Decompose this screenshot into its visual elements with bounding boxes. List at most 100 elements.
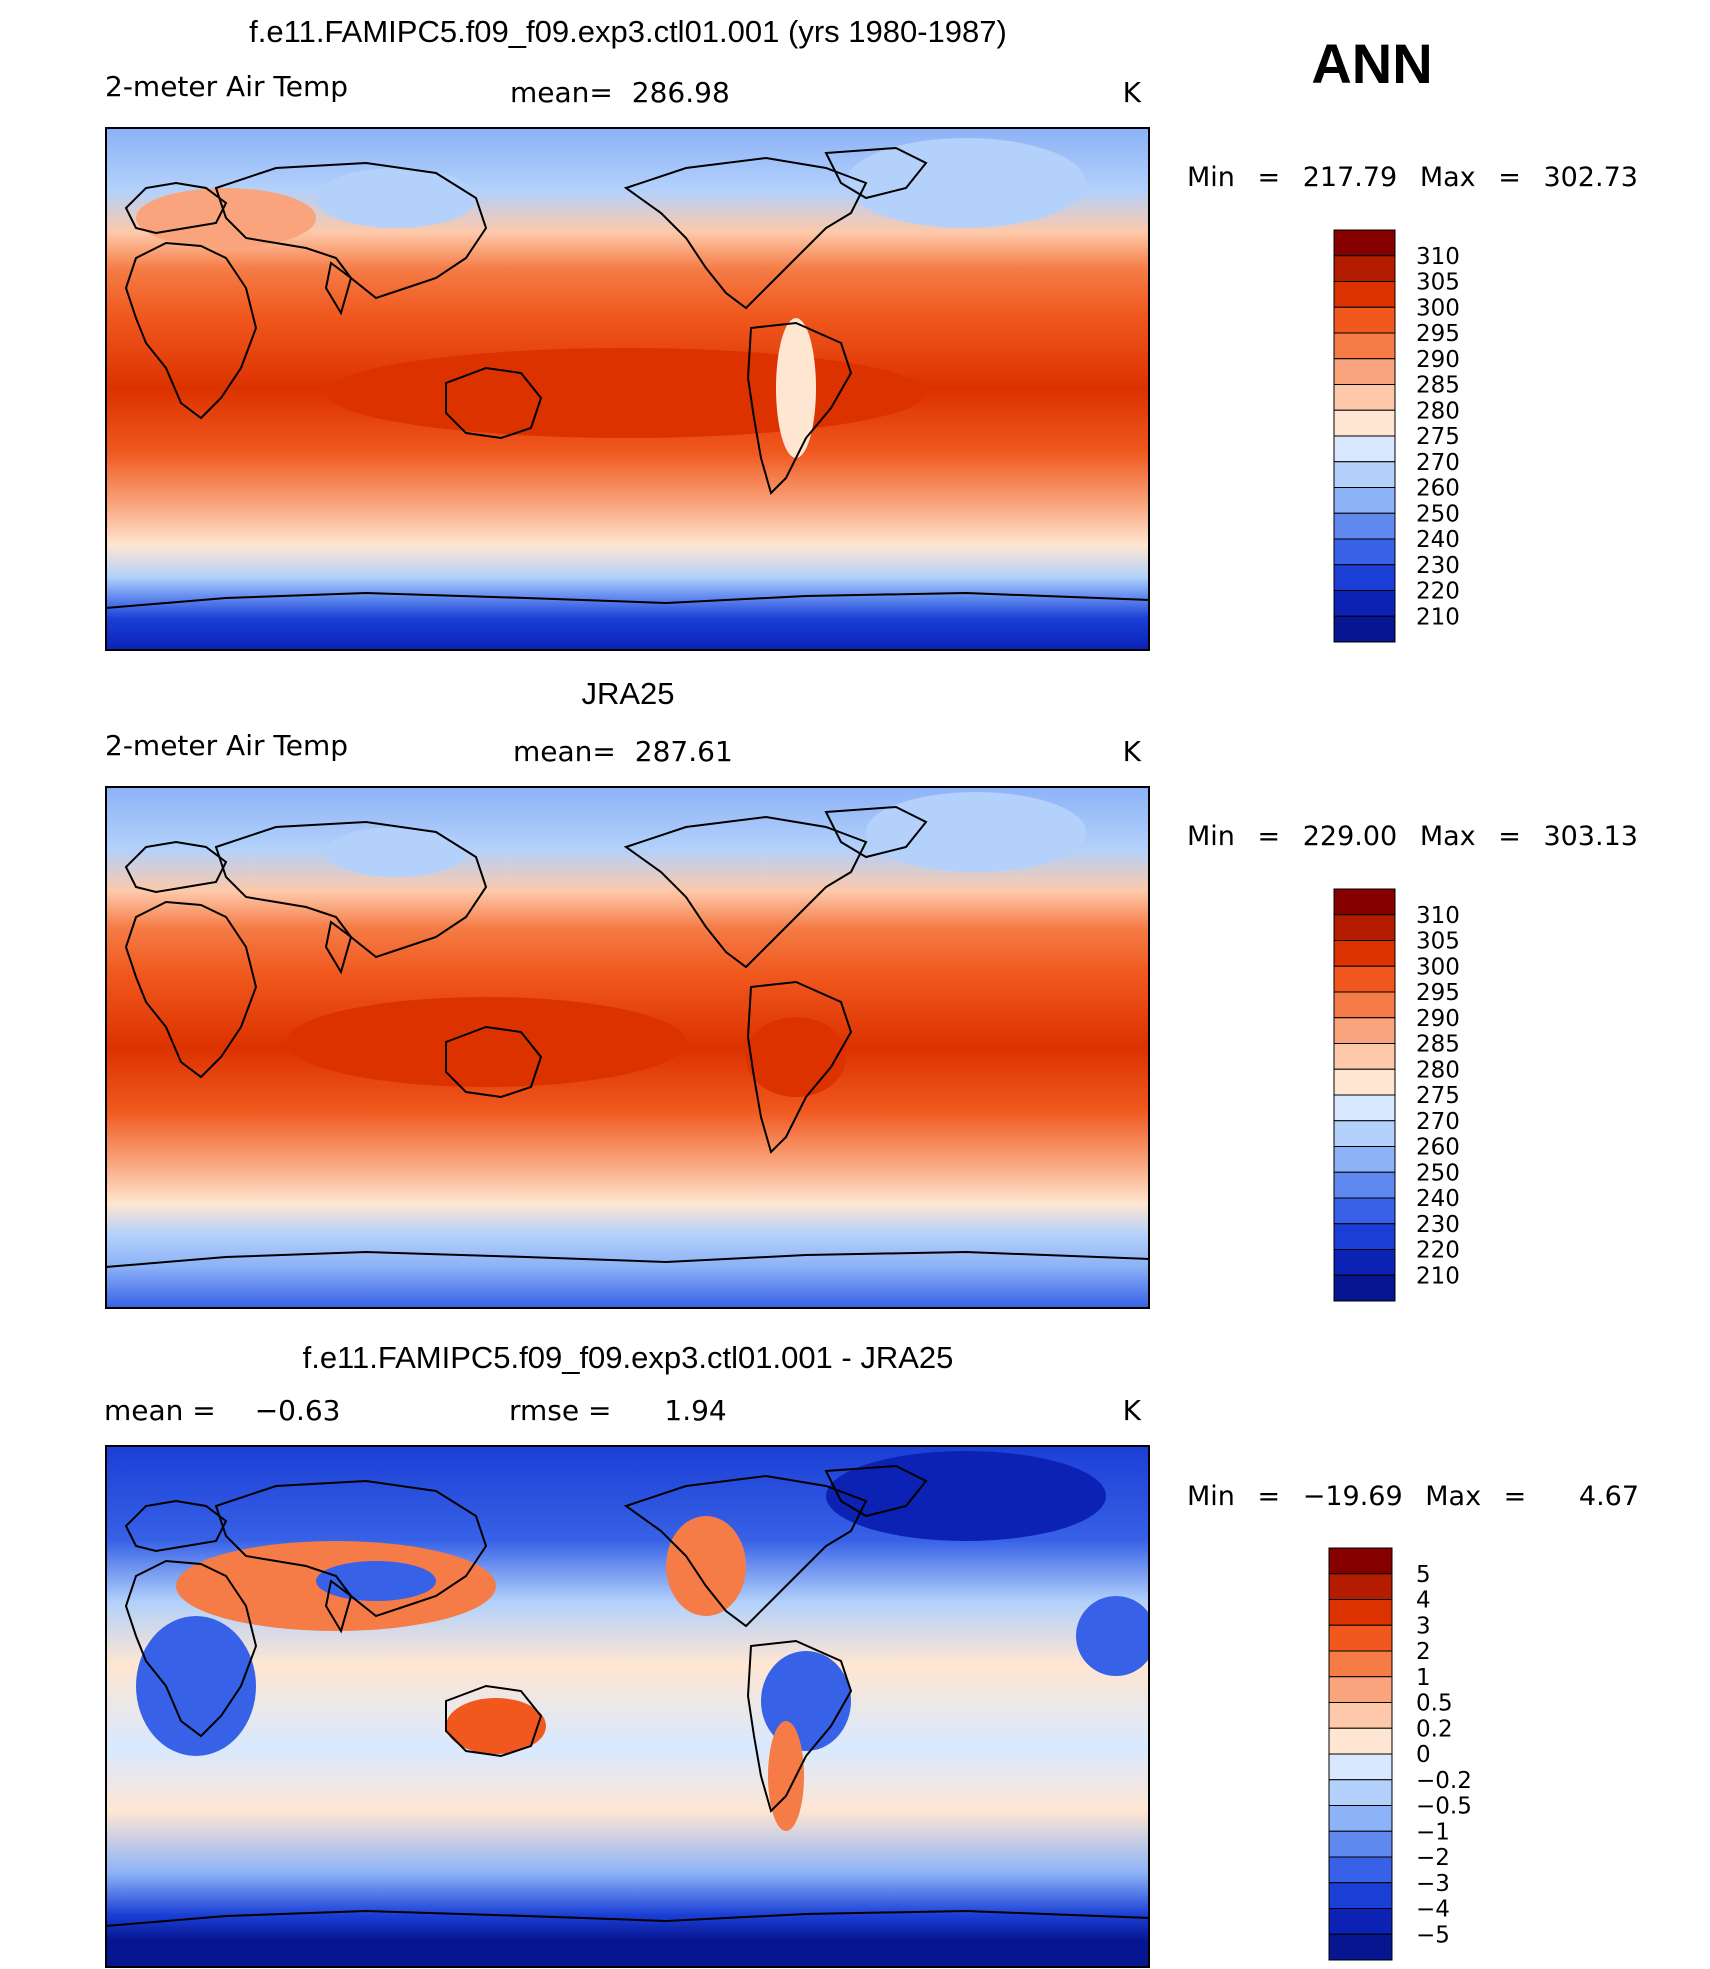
colorbar-swatch [1328,1933,1393,1961]
panel-obs-max-label: Max [1420,821,1476,852]
colorbar-tick-label: 240 [1416,527,1460,553]
colorbar-swatch [1328,1599,1393,1626]
colorbar-swatch [1333,512,1396,540]
colorbar-tick-label: −3 [1416,1871,1450,1897]
colorbar-swatch [1333,1043,1396,1070]
colorbar-swatch [1333,358,1396,385]
panel-model-mean: mean= 286.98 [510,76,730,109]
colorbar-tick-label: 1 [1416,1665,1431,1691]
panel-obs-units: K [1123,735,1142,768]
colorbar-tick-label: 260 [1416,476,1460,502]
colorbar-tick-label: 220 [1416,579,1460,605]
colorbar-swatch [1333,1249,1396,1276]
colorbar-tick-label: 305 [1416,929,1460,955]
colorbar-swatch [1328,1676,1393,1703]
colorbar-swatch [1328,1779,1393,1806]
colorbar-tick-label: −5 [1416,1922,1450,1948]
colorbar-swatch [1333,940,1396,967]
colorbar-tick-label: 270 [1416,1109,1460,1135]
panel-obs-minmax: Min = 229.00 Max = 303.13 [1187,821,1638,852]
panel-model-map [106,128,1149,650]
colorbar-swatch [1328,1856,1393,1884]
panel-model-colorbar: 3103053002952902852802752702602502402302… [1333,229,1460,643]
colorbar-swatch [1328,1753,1393,1781]
panel-obs-title: JRA25 [581,676,674,711]
colorbar-tick-label: 250 [1416,501,1460,527]
colorbar-tick-label: 295 [1416,980,1460,1006]
colorbar-tick-label: 250 [1416,1160,1460,1186]
colorbar-tick-label: 300 [1416,295,1460,321]
colorbar-tick-label: 0 [1416,1742,1431,1768]
panel-obs-frame [105,786,1150,1309]
colorbar-tick-label: 280 [1416,1057,1460,1083]
panel-diff-max-value: 4.67 [1579,1481,1639,1512]
panel-model-units: K [1123,76,1142,109]
colorbar-swatch [1328,1727,1393,1755]
panel-model-variable: 2-meter Air Temp [105,70,348,103]
colorbar-tick-label: 0.5 [1416,1691,1453,1717]
panel-diff-title: f.e11.FAMIPC5.f09_f09.exp3.ctl01.001 - J… [303,1340,954,1375]
panel-diff-map [106,1446,1149,1967]
colorbar-tick-label: 2 [1416,1639,1431,1665]
colorbar-swatch [1333,332,1396,360]
panel-diff-rmse-value: 1.94 [664,1394,726,1427]
colorbar-swatch [1333,1171,1396,1199]
panel-diff-rmse-label: rmse = [509,1394,611,1427]
colorbar-tick-label: 310 [1416,244,1460,270]
panel-diff-min-value: −19.69 [1303,1481,1403,1512]
panel-obs-map [106,787,1149,1308]
colorbar-swatch [1333,281,1396,308]
colorbar-tick-label: 310 [1416,903,1460,929]
panel-model-minmax: Min = 217.79 Max = 302.73 [1187,162,1638,193]
colorbar-swatch [1333,1146,1396,1173]
panel-model-max-label: Max [1420,162,1476,193]
panel-diff-frame [105,1445,1150,1968]
colorbar-swatch [1333,306,1396,334]
panel-obs-min-value: 229.00 [1303,821,1397,852]
colorbar-tick-label: 240 [1416,1186,1460,1212]
colorbar-swatch [1333,487,1396,514]
panel-model-max-value: 302.73 [1543,162,1637,193]
colorbar-swatch [1328,1573,1393,1600]
colorbar-tick-label: 210 [1416,1263,1460,1289]
colorbar-tick-label: 260 [1416,1135,1460,1161]
colorbar-tick-label: −2 [1416,1845,1450,1871]
colorbar-swatch [1333,888,1396,916]
colorbar-tick-label: 210 [1416,604,1460,630]
colorbar-swatch [1333,538,1396,566]
colorbar-swatch [1328,1702,1393,1729]
panel-diff-min-label: Min [1187,1481,1235,1512]
panel-diff-max-label: Max [1425,1481,1481,1512]
colorbar-tick-label: −4 [1416,1897,1450,1923]
colorbar-swatch [1333,1017,1396,1044]
colorbar-swatch [1333,1094,1396,1122]
colorbar-tick-label: 275 [1416,424,1460,450]
colorbar-swatch [1333,255,1396,282]
panel-obs-colorbar: 3103053002952902852802752702602502402302… [1333,888,1460,1302]
colorbar-tick-label: −1 [1416,1819,1450,1845]
panel-diff-mean: mean = −0.63 [104,1394,341,1427]
colorbar-swatch [1333,914,1396,941]
colorbar-tick-label: 280 [1416,398,1460,424]
colorbar-swatch [1333,615,1396,643]
colorbar-tick-label: 270 [1416,450,1460,476]
panel-obs-max-value: 303.13 [1543,821,1637,852]
colorbar-tick-label: 305 [1416,270,1460,296]
colorbar-swatch [1328,1882,1393,1909]
panel-obs: JRA25 2-meter Air Temp mean= 287.61 K Mi… [105,676,1638,1309]
colorbar-tick-label: −0.5 [1416,1794,1472,1820]
colorbar-swatch [1328,1650,1393,1678]
colorbar-tick-label: −0.2 [1416,1768,1472,1794]
colorbar-tick-label: 4 [1416,1588,1431,1614]
panel-diff-rmse: rmse = 1.94 [509,1394,727,1427]
colorbar-tick-label: 0.2 [1416,1716,1453,1742]
colorbar-tick-label: 290 [1416,347,1460,373]
colorbar-swatch [1333,1274,1396,1302]
colorbar-swatch [1333,1197,1396,1225]
colorbar-tick-label: 5 [1416,1562,1431,1588]
colorbar-tick-label: 285 [1416,373,1460,399]
colorbar-swatch [1333,965,1396,993]
panel-model-title: f.e11.FAMIPC5.f09_f09.exp3.ctl01.001 (yr… [249,14,1007,49]
